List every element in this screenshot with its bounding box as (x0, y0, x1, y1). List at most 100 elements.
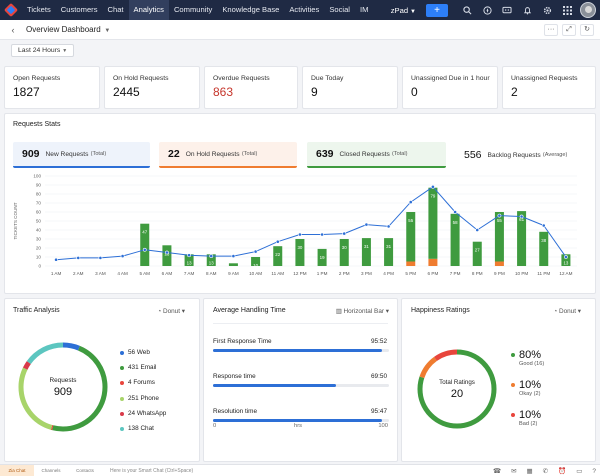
refresh-icon[interactable]: ↻ (580, 24, 594, 36)
donut-slice[interactable] (18, 342, 108, 432)
aht-bar-response[interactable] (213, 384, 337, 387)
chart-type-selector[interactable]: ◔ Donut ▾ (553, 308, 581, 315)
line-point[interactable] (253, 249, 258, 254)
app-logo[interactable] (0, 0, 22, 20)
bar-closed[interactable] (295, 239, 305, 266)
line-point[interactable] (142, 247, 147, 252)
tab-tickets[interactable]: Tickets (27, 5, 51, 14)
donut-slice[interactable] (18, 342, 108, 432)
bottom-tab-channels[interactable]: Channels (41, 467, 61, 473)
line-point[interactable] (76, 256, 81, 260)
line-point[interactable] (275, 239, 280, 244)
compass-icon[interactable] (477, 0, 497, 20)
bar-closed[interactable] (450, 213, 460, 266)
bar-closed[interactable] (428, 187, 438, 259)
line-point[interactable] (54, 257, 58, 262)
more-options-icon[interactable]: ··· (544, 24, 558, 36)
bar-closed[interactable] (162, 245, 172, 266)
calendar-icon[interactable]: ▦ (526, 468, 533, 475)
tab-customers[interactable]: Customers (60, 5, 98, 14)
chart-type-selector[interactable]: ◔ Donut ▾ (157, 308, 185, 315)
bar-closed[interactable] (206, 254, 216, 266)
apps-icon[interactable] (557, 0, 577, 20)
tab-im[interactable]: IM (360, 5, 369, 14)
dial-icon[interactable]: ✆ (542, 468, 549, 475)
line-point[interactable] (497, 213, 502, 218)
kpi-overdue-requests[interactable]: Overdue Requests 863 (204, 66, 298, 109)
bar-closed[interactable] (273, 246, 283, 266)
tab-knowledge-base[interactable]: Knowledge Base (222, 5, 280, 14)
tab-community[interactable]: Community (173, 5, 213, 14)
add-button[interactable]: + (426, 3, 448, 17)
legend-item-email[interactable]: 431 Email (120, 364, 156, 371)
bar-closed[interactable] (339, 239, 349, 266)
line-point[interactable] (364, 222, 369, 227)
bar-closed[interactable] (228, 263, 238, 266)
summary-new-requests[interactable]: 909 New Requests (Total) (13, 142, 150, 168)
tab-analytics[interactable]: Analytics (128, 0, 169, 20)
rating-bad[interactable]: 10% Bad (2) (511, 409, 541, 427)
bar-closed[interactable] (517, 211, 527, 266)
legend-item-forums[interactable]: 4 Forums (120, 379, 155, 386)
bar-on-hold[interactable] (494, 261, 504, 267)
line-point[interactable] (120, 254, 125, 259)
line-point[interactable] (187, 253, 191, 258)
community-icon[interactable] (497, 0, 517, 20)
bar-closed[interactable] (539, 231, 549, 266)
line-point[interactable] (431, 184, 435, 189)
search-icon[interactable] (457, 0, 477, 20)
line-point[interactable] (564, 255, 568, 259)
bar-closed[interactable] (140, 223, 150, 266)
line-point[interactable] (453, 210, 457, 214)
summary-on-hold-requests[interactable]: 22 On Hold Requests (Total) (159, 142, 297, 168)
legend-item-phone[interactable]: 251 Phone (120, 395, 159, 402)
line-point[interactable] (519, 214, 524, 219)
expand-icon[interactable]: ⤢ (562, 24, 576, 36)
bar-on-hold[interactable] (406, 261, 416, 267)
bar-closed[interactable] (406, 212, 416, 262)
bar-closed[interactable] (317, 248, 327, 266)
line-point[interactable] (320, 232, 324, 237)
alarm-icon[interactable]: ⏰ (558, 468, 567, 475)
line-point[interactable] (231, 254, 236, 259)
kpi-due-today[interactable]: Due Today 9 (302, 66, 398, 109)
kpi-on-hold-requests[interactable]: On Hold Requests 2445 (104, 66, 200, 109)
message-icon[interactable]: ✉ (511, 468, 517, 475)
bar-closed[interactable] (251, 257, 261, 266)
bar-closed[interactable] (361, 238, 371, 266)
bar-closed[interactable] (472, 241, 482, 266)
smart-chat-input[interactable]: Here is your Smart Chat (Ctrl+Space) (110, 467, 194, 474)
screen-icon[interactable]: ▭ (576, 468, 583, 475)
line-point[interactable] (98, 256, 103, 260)
bar-closed[interactable] (184, 254, 194, 266)
tab-activities[interactable]: Activities (289, 5, 320, 14)
bell-icon[interactable] (517, 0, 537, 20)
kpi-unassigned-due[interactable]: Unassigned Due in 1 hour 0 (402, 66, 498, 109)
donut-slice[interactable] (18, 342, 108, 432)
rating-good[interactable]: 80% Good (16) (511, 349, 544, 367)
tab-chat[interactable]: Chat (107, 5, 124, 14)
avatar[interactable] (580, 2, 596, 18)
legend-item-web[interactable]: 56 Web (120, 349, 150, 356)
rating-okay[interactable]: 10% Okay (2) (511, 379, 541, 397)
legend-item-whatsapp[interactable]: 24 WhatsApp (120, 410, 166, 417)
line-point[interactable] (165, 250, 169, 255)
bar-closed[interactable] (561, 254, 571, 266)
line-point[interactable] (541, 223, 546, 228)
line-point[interactable] (475, 228, 480, 232)
chart-type-selector[interactable]: ▥ Horizontal Bar ▾ (335, 308, 389, 315)
back-arrow-icon[interactable]: ‹ (11, 24, 15, 35)
tab-social[interactable]: Social (329, 5, 350, 14)
bar-closed[interactable] (494, 212, 504, 262)
bottom-tab-contacts[interactable]: Contacts (76, 467, 94, 473)
kpi-open-requests[interactable]: Open Requests 1827 (4, 66, 100, 109)
help-icon[interactable]: ? (592, 467, 596, 475)
aht-bar-resolution[interactable] (213, 419, 382, 422)
line-point[interactable] (342, 231, 347, 236)
line-point[interactable] (408, 200, 413, 204)
bar-closed[interactable] (384, 238, 394, 266)
date-range-filter[interactable]: Last 24 Hours ▼ (11, 44, 75, 57)
aht-bar-first-response[interactable] (213, 349, 382, 352)
donut-slice[interactable] (417, 349, 497, 429)
bar-on-hold[interactable] (428, 258, 438, 266)
